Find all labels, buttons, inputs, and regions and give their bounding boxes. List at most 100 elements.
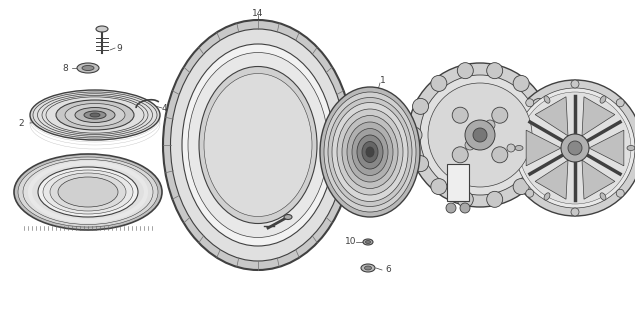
Polygon shape (535, 97, 568, 136)
Circle shape (431, 76, 447, 92)
Ellipse shape (324, 92, 416, 212)
Ellipse shape (38, 167, 138, 217)
Circle shape (420, 75, 540, 195)
Text: 11: 11 (462, 154, 474, 163)
Ellipse shape (65, 103, 125, 126)
Text: 5: 5 (365, 91, 371, 100)
Ellipse shape (352, 129, 388, 175)
Circle shape (519, 92, 631, 204)
Circle shape (568, 141, 582, 155)
Ellipse shape (163, 20, 353, 270)
Ellipse shape (23, 159, 153, 225)
Circle shape (616, 189, 624, 197)
Ellipse shape (56, 100, 134, 130)
Ellipse shape (75, 108, 115, 123)
Ellipse shape (199, 67, 317, 223)
Text: 4: 4 (162, 103, 168, 113)
Circle shape (485, 120, 495, 130)
Ellipse shape (342, 116, 398, 188)
Circle shape (515, 88, 635, 208)
Circle shape (413, 98, 429, 114)
Text: 8: 8 (62, 63, 68, 73)
Ellipse shape (43, 170, 133, 214)
Circle shape (513, 179, 529, 195)
Ellipse shape (515, 146, 523, 150)
Circle shape (531, 98, 547, 114)
Ellipse shape (204, 74, 312, 217)
Circle shape (507, 144, 515, 152)
Circle shape (616, 99, 624, 107)
Ellipse shape (50, 173, 126, 211)
Circle shape (457, 63, 473, 79)
Ellipse shape (600, 96, 606, 103)
Ellipse shape (347, 122, 393, 182)
Circle shape (491, 107, 508, 123)
Text: 6: 6 (385, 266, 391, 275)
Ellipse shape (58, 177, 118, 207)
Ellipse shape (362, 141, 378, 163)
Ellipse shape (320, 87, 420, 217)
Ellipse shape (361, 264, 375, 272)
Circle shape (465, 140, 475, 150)
Text: 10: 10 (345, 237, 356, 246)
Text: 12: 12 (500, 84, 511, 92)
Circle shape (513, 76, 529, 92)
Text: 13: 13 (598, 143, 610, 153)
Ellipse shape (171, 29, 345, 261)
Ellipse shape (18, 157, 158, 227)
Ellipse shape (84, 111, 106, 119)
Circle shape (531, 156, 547, 172)
Text: 2: 2 (18, 118, 23, 127)
Circle shape (507, 80, 635, 216)
Ellipse shape (544, 96, 550, 103)
Circle shape (457, 191, 473, 207)
Circle shape (428, 83, 532, 187)
Polygon shape (526, 130, 561, 166)
Ellipse shape (364, 266, 371, 270)
Ellipse shape (544, 193, 550, 200)
Text: 3: 3 (268, 247, 274, 257)
Circle shape (561, 134, 589, 162)
Polygon shape (582, 160, 615, 199)
Circle shape (446, 203, 456, 213)
Circle shape (465, 120, 495, 150)
Ellipse shape (363, 239, 373, 245)
Circle shape (413, 156, 429, 172)
Circle shape (486, 191, 503, 207)
Ellipse shape (82, 66, 94, 70)
Ellipse shape (366, 147, 374, 157)
Ellipse shape (328, 98, 412, 206)
Polygon shape (582, 97, 615, 136)
Ellipse shape (627, 146, 635, 150)
Text: 1: 1 (380, 76, 385, 84)
Circle shape (571, 80, 579, 88)
Polygon shape (589, 130, 624, 166)
Ellipse shape (600, 193, 606, 200)
Ellipse shape (332, 102, 408, 202)
Circle shape (452, 147, 468, 163)
Ellipse shape (30, 90, 160, 140)
Circle shape (431, 179, 447, 195)
Ellipse shape (14, 154, 162, 230)
Ellipse shape (77, 63, 99, 73)
Ellipse shape (357, 135, 383, 169)
FancyBboxPatch shape (447, 164, 469, 201)
Text: 9: 9 (116, 44, 122, 52)
Circle shape (571, 208, 579, 216)
Ellipse shape (96, 26, 108, 32)
Ellipse shape (188, 52, 328, 237)
Circle shape (538, 127, 554, 143)
Circle shape (473, 128, 487, 142)
Ellipse shape (337, 109, 403, 195)
Circle shape (460, 203, 470, 213)
Circle shape (526, 99, 534, 107)
Text: 14: 14 (252, 9, 264, 18)
Ellipse shape (182, 44, 334, 246)
Ellipse shape (284, 214, 292, 220)
Ellipse shape (90, 113, 100, 117)
Circle shape (406, 127, 422, 143)
Ellipse shape (366, 241, 370, 244)
Circle shape (526, 189, 534, 197)
Circle shape (486, 63, 503, 79)
Circle shape (452, 107, 468, 123)
